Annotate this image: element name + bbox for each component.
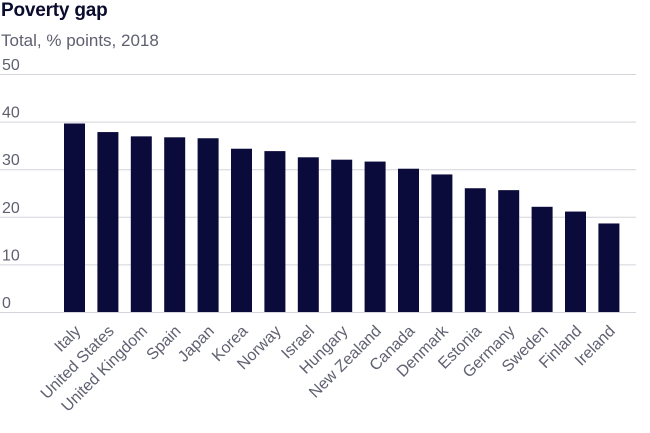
bar-estonia	[464, 188, 486, 312]
bars	[64, 123, 620, 312]
chart-subtitle: Total, % points, 2018	[1, 31, 159, 50]
bar-korea	[231, 148, 252, 312]
y-tick-label: 40	[2, 105, 20, 122]
y-tick-label: 0	[2, 295, 11, 312]
bar-finland	[565, 211, 586, 312]
bar-japan	[197, 138, 219, 312]
y-tick-label: 30	[2, 152, 20, 169]
bar-ireland	[598, 223, 620, 312]
bar-norway	[264, 151, 286, 312]
chart-title: Poverty gap	[1, 0, 108, 21]
y-axis-ticks: 0 10 20 30 40 50	[2, 57, 20, 312]
y-tick-label: 20	[2, 200, 20, 217]
bar-italy	[64, 123, 85, 312]
bar-sweden	[531, 206, 553, 312]
y-tick-label: 50	[2, 57, 20, 74]
bar-germany	[498, 190, 520, 312]
bar-canada	[398, 168, 419, 312]
bar-united-kingdom	[130, 136, 152, 312]
y-tick-label: 10	[2, 247, 20, 264]
bar-spain	[164, 137, 186, 312]
bar-new-zealand	[364, 161, 386, 312]
x-tick-label: Japan	[175, 323, 218, 366]
bar-israel	[297, 157, 319, 312]
bar-hungary	[331, 159, 353, 312]
bar-denmark	[431, 174, 453, 312]
bar-united-states	[97, 132, 119, 312]
